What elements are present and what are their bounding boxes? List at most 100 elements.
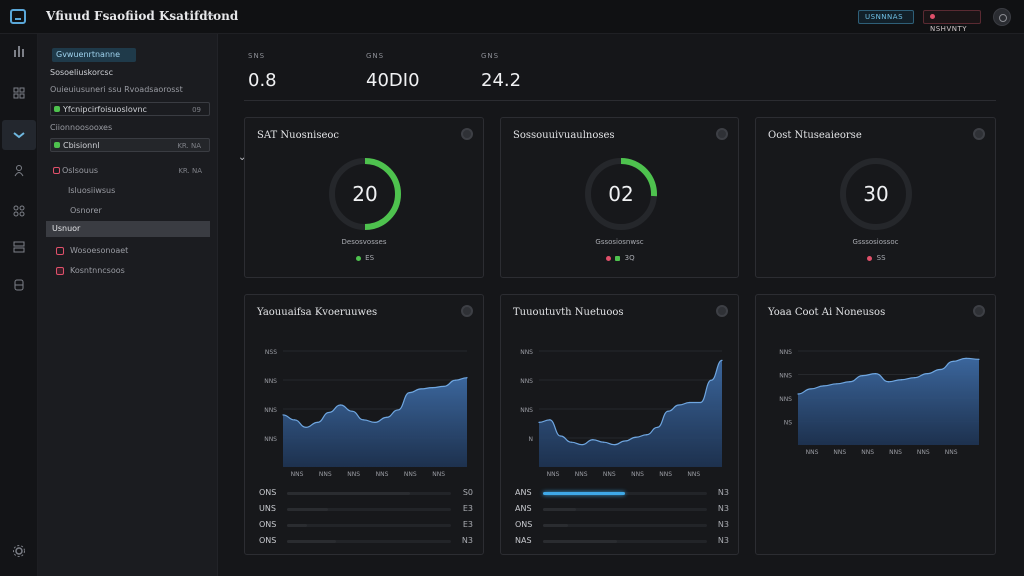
title-dropdown-icon[interactable]: ~ bbox=[206, 8, 217, 22]
data-point bbox=[305, 426, 307, 428]
x-tick-label: NNS bbox=[806, 449, 819, 456]
settings-icon[interactable] bbox=[9, 544, 29, 564]
area-chart: NSS NNS NNS NNS NNS NNS NNS NNS NNS NNS bbox=[264, 349, 468, 478]
x-tick-label: NNS bbox=[404, 471, 417, 478]
data-point bbox=[316, 421, 319, 423]
data-point bbox=[602, 441, 605, 443]
metric-label: UNS bbox=[259, 504, 276, 513]
gauge-sub-label: Gssosiosnwsc bbox=[595, 238, 644, 246]
x-tick-label: NNS bbox=[603, 471, 616, 478]
sidebar-item-2[interactable]: Yfcnipcirfoisuoslovnc 09 bbox=[50, 102, 210, 116]
grid-icon[interactable] bbox=[9, 86, 29, 106]
metric-fill bbox=[287, 524, 307, 527]
gauge-legend-label: ES bbox=[365, 254, 375, 262]
chart-card-1: Tuuoutuvth Nuetuoos NNS NNS NNS N NNS NNS NNS N… bbox=[500, 294, 739, 555]
metric-label: ANS bbox=[515, 488, 532, 497]
stat-label: SNS bbox=[248, 52, 266, 60]
metric-row: ONS E3 bbox=[259, 520, 473, 530]
gauge-value: 30 bbox=[863, 182, 889, 206]
stat-1: GNS 40DI0 bbox=[366, 52, 420, 91]
metric-label: ONS bbox=[259, 488, 277, 497]
bar-chart-icon[interactable] bbox=[9, 44, 29, 64]
gear-icon[interactable] bbox=[973, 128, 985, 140]
sidebar-item-5[interactable]: Oslsouus KR. NA bbox=[50, 164, 210, 178]
sidebar-item-9[interactable]: Wosoesonoaet bbox=[50, 244, 210, 258]
sidebar-item-10[interactable]: Kosntnncsoos bbox=[50, 264, 210, 278]
y-tick-label: NNS bbox=[520, 378, 533, 385]
x-tick-label: NNS bbox=[432, 471, 445, 478]
x-tick-label: NNS bbox=[687, 471, 700, 478]
gauge-arc bbox=[364, 158, 401, 230]
sidebar-item-7[interactable]: Osnorer bbox=[50, 204, 210, 218]
chevron-down-icon[interactable]: ⌄ bbox=[238, 152, 247, 163]
sidebar-item-label: Isluosiiwsus bbox=[68, 186, 116, 195]
x-tick-label: NNS bbox=[291, 471, 304, 478]
database-icon[interactable] bbox=[9, 278, 29, 298]
legend-dot-icon bbox=[615, 255, 621, 261]
sidebar-item-label: Usnuor bbox=[52, 224, 81, 233]
data-point bbox=[385, 416, 388, 418]
gauge-card-1: Sossouuivuaulnoses 02 Gssosiosnwsc 3Q bbox=[500, 117, 739, 278]
check-icon bbox=[54, 142, 60, 148]
gauge-ring bbox=[329, 158, 401, 230]
sidebar-item-1[interactable]: Ouieuiusuneri ssu Rvoadsaorosst bbox=[50, 83, 210, 97]
metric-track bbox=[287, 492, 451, 495]
nodes-icon[interactable] bbox=[9, 204, 29, 224]
check-icon bbox=[54, 106, 60, 112]
metric-value: N3 bbox=[717, 488, 729, 497]
gear-icon[interactable] bbox=[973, 305, 985, 317]
gear-icon[interactable] bbox=[716, 305, 728, 317]
gauge-card-0: SAT Nuosniseoc 20 Desosvosses ES bbox=[244, 117, 484, 278]
metric-label: ONS bbox=[259, 536, 277, 545]
data-point bbox=[538, 421, 540, 423]
chevron-icon[interactable] bbox=[2, 120, 36, 150]
gauge-sub-label: Desosvosses bbox=[341, 238, 387, 246]
metric-value: S0 bbox=[462, 488, 473, 497]
data-point bbox=[635, 436, 637, 438]
data-point bbox=[797, 393, 799, 395]
sidebar-item-4[interactable]: Cbisionnl KR. NA bbox=[50, 138, 210, 152]
data-point bbox=[374, 421, 376, 423]
series-area bbox=[798, 358, 979, 445]
icon-rail bbox=[0, 34, 38, 576]
gear-icon[interactable] bbox=[461, 128, 473, 140]
sidebar-item-0[interactable]: Sosoeliuskorcsc bbox=[50, 66, 210, 80]
metric-track bbox=[543, 508, 707, 511]
stat-value: 24.2 bbox=[481, 70, 522, 91]
metric-track bbox=[543, 524, 707, 527]
metric-label: ANS bbox=[515, 504, 532, 513]
data-point bbox=[408, 392, 411, 394]
status-pill-alert[interactable]: NSHVNTY bbox=[923, 10, 981, 33]
sidebar-item-value: 09 bbox=[192, 106, 201, 114]
legend-dot-icon bbox=[355, 255, 361, 261]
metric-track bbox=[287, 540, 451, 543]
gauge-value: 20 bbox=[352, 182, 378, 206]
sidebar-item-label: Sosoeliuskorcsc bbox=[50, 68, 113, 77]
status-pill-primary[interactable]: USNNNAS bbox=[858, 10, 914, 24]
stat-0: SNS 0.8 bbox=[248, 52, 277, 91]
app-logo-icon[interactable] bbox=[10, 9, 26, 24]
sidebar-item-label: Yfcnipcirfoisuoslovnc bbox=[63, 105, 147, 114]
x-tick-label: NNS bbox=[833, 449, 846, 456]
data-point bbox=[362, 419, 365, 421]
data-point bbox=[926, 373, 928, 375]
data-point bbox=[420, 388, 422, 390]
server-icon[interactable] bbox=[9, 240, 29, 260]
sidebar-badge[interactable]: Gvwuenrtnanne bbox=[52, 48, 136, 62]
status-pill-alert-label: NSHVNTY bbox=[930, 25, 968, 33]
metric-track bbox=[543, 540, 707, 543]
sidebar-item-6[interactable]: Isluosiiwsus bbox=[50, 184, 210, 198]
data-point bbox=[887, 381, 890, 383]
sidebar-item-value: KR. NA bbox=[178, 167, 202, 175]
metric-label: ONS bbox=[515, 520, 533, 529]
metric-track bbox=[543, 492, 707, 495]
metric-track bbox=[287, 508, 451, 511]
metric-fill bbox=[543, 508, 576, 511]
data-point bbox=[667, 410, 669, 412]
layers-icon[interactable] bbox=[9, 164, 29, 184]
gear-icon[interactable] bbox=[461, 305, 473, 317]
gear-icon[interactable] bbox=[716, 128, 728, 140]
sidebar-item-3[interactable]: Ciionnoosooxes bbox=[50, 121, 210, 135]
sidebar-item-8[interactable]: Usnuor bbox=[46, 221, 210, 237]
user-avatar[interactable] bbox=[993, 8, 1011, 26]
